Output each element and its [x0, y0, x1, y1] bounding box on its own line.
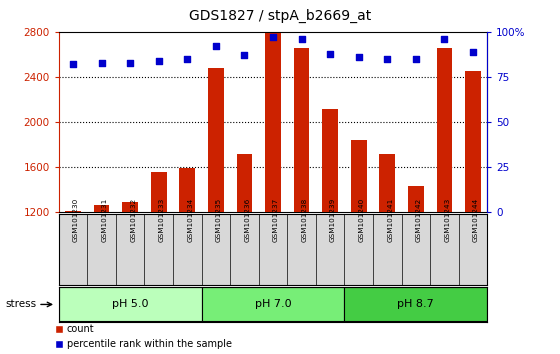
Text: GSM101239: GSM101239	[330, 198, 336, 242]
Bar	[59, 287, 202, 321]
Text: GSM101242: GSM101242	[416, 198, 422, 242]
Text: GSM101235: GSM101235	[216, 198, 222, 242]
Legend: count, percentile rank within the sample: count, percentile rank within the sample	[55, 324, 232, 349]
Point	[297, 36, 306, 42]
Bar	[344, 287, 487, 321]
Text: pH 8.7: pH 8.7	[398, 299, 434, 309]
Bar	[436, 48, 452, 212]
Point	[382, 56, 391, 62]
Text: GSM101241: GSM101241	[387, 198, 393, 242]
Bar	[208, 68, 224, 212]
Point	[268, 34, 277, 40]
Text: GSM101243: GSM101243	[444, 198, 450, 242]
Point	[468, 49, 477, 55]
Text: GSM101230: GSM101230	[73, 198, 79, 242]
Text: GSM101234: GSM101234	[187, 198, 193, 242]
Bar	[94, 205, 110, 212]
Text: GSM101244: GSM101244	[473, 198, 479, 242]
Bar	[408, 187, 424, 212]
Point	[183, 56, 192, 62]
Text: GSM101236: GSM101236	[244, 198, 250, 242]
Text: GSM101232: GSM101232	[130, 198, 136, 242]
Point	[125, 60, 134, 65]
Text: GSM101237: GSM101237	[273, 198, 279, 242]
Bar	[122, 202, 138, 212]
Point	[240, 52, 249, 58]
Bar	[236, 154, 253, 212]
Bar	[322, 109, 338, 212]
Text: GSM101233: GSM101233	[159, 198, 165, 242]
Bar	[151, 172, 167, 212]
Point	[211, 44, 220, 49]
Text: pH 5.0: pH 5.0	[112, 299, 148, 309]
Point	[97, 60, 106, 65]
Bar	[379, 154, 395, 212]
Text: GSM101231: GSM101231	[102, 198, 108, 242]
Bar	[465, 72, 481, 212]
Bar	[179, 169, 195, 212]
Text: GSM101240: GSM101240	[358, 198, 365, 242]
Point	[325, 51, 334, 56]
Text: stress: stress	[6, 299, 37, 309]
Point	[411, 56, 420, 62]
Bar	[265, 33, 281, 212]
Point	[154, 58, 164, 64]
Point	[440, 36, 449, 42]
Bar	[202, 287, 344, 321]
Point	[68, 62, 77, 67]
Text: GDS1827 / stpA_b2669_at: GDS1827 / stpA_b2669_at	[189, 9, 371, 23]
Text: pH 7.0: pH 7.0	[255, 299, 291, 309]
Text: GSM101238: GSM101238	[301, 198, 307, 242]
Bar	[351, 140, 367, 212]
Bar	[65, 211, 81, 212]
Bar	[293, 48, 310, 212]
Point	[354, 54, 363, 60]
